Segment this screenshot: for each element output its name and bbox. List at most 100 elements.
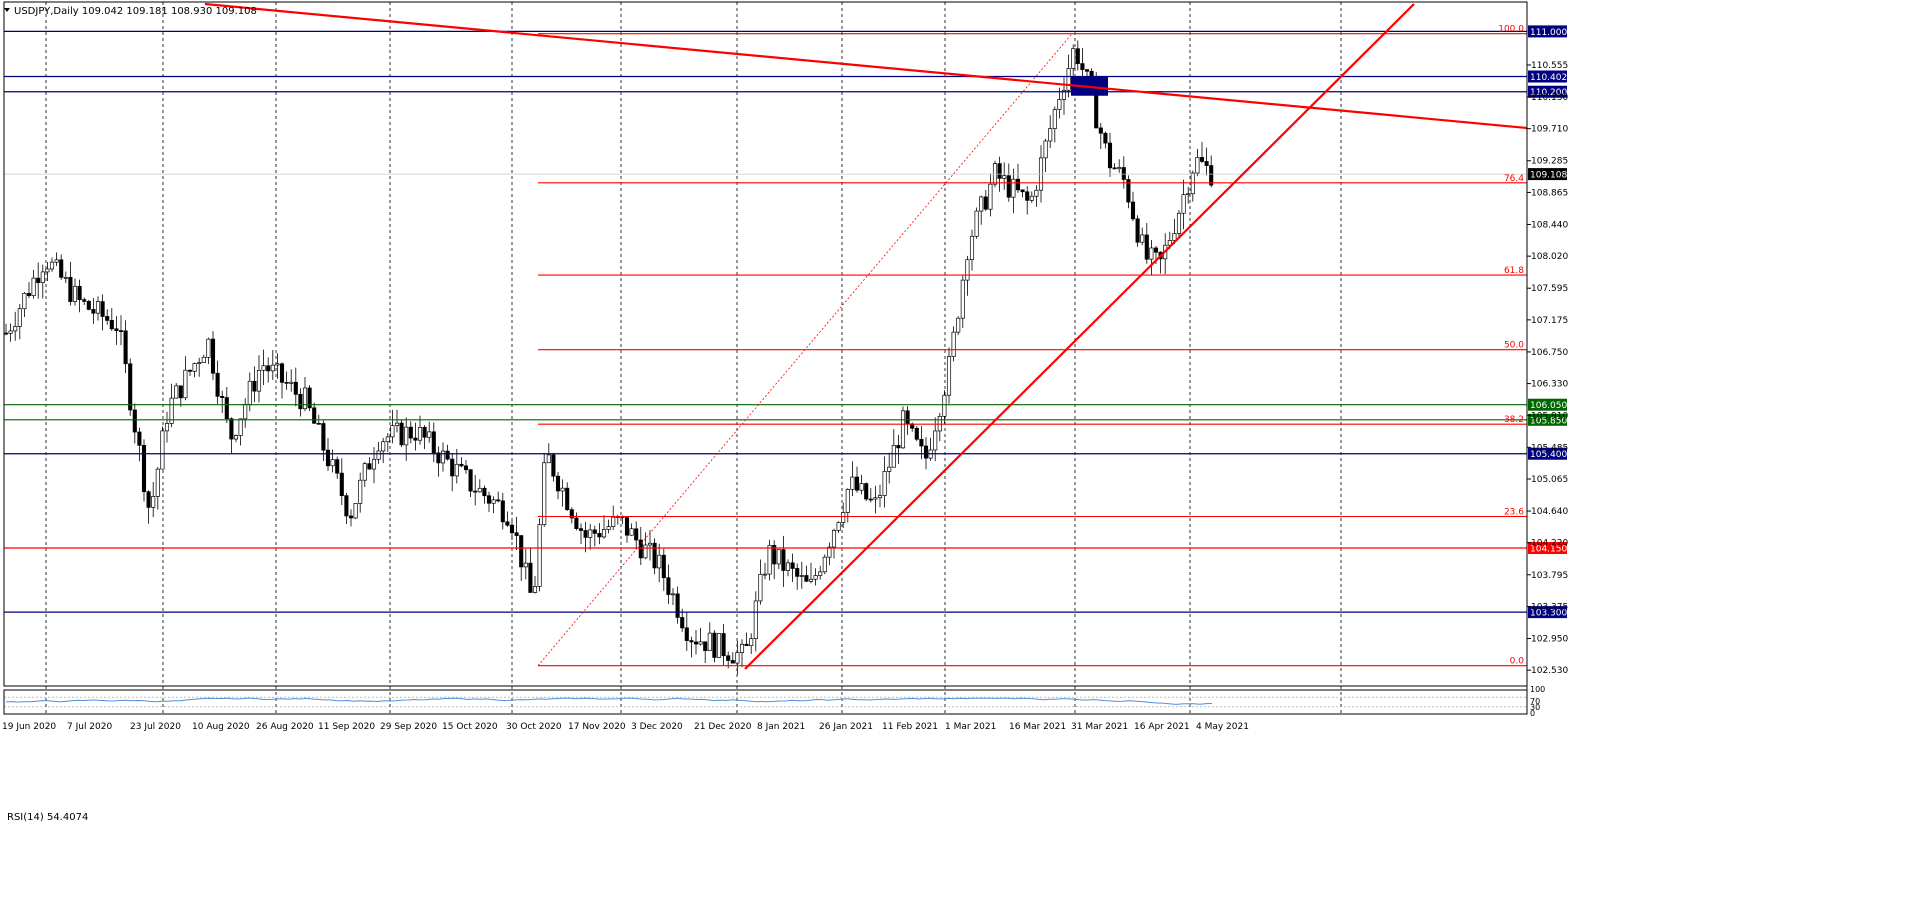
- candle-body: [1043, 140, 1048, 159]
- price-tick-label: 105.910: [1531, 411, 1568, 421]
- candle-body: [753, 600, 758, 639]
- trendlines[interactable]: [204, 2, 1528, 670]
- candle-body: [914, 427, 919, 440]
- candle-body: [744, 643, 749, 646]
- level-price-label: 105.400: [1530, 450, 1567, 460]
- candle-body: [1186, 193, 1191, 196]
- candle-body: [716, 633, 722, 658]
- candle-body: [1075, 48, 1080, 64]
- candle-body: [896, 445, 901, 449]
- date-tick-label: 3 Dec 2020: [631, 722, 683, 732]
- candle-body: [187, 369, 193, 372]
- candle-body: [1153, 247, 1159, 253]
- candle-body: [1061, 89, 1067, 100]
- price-tick-label: 106.750: [1531, 348, 1568, 358]
- level-price-badge: [1528, 85, 1567, 98]
- fib-baseline: [537, 33, 1073, 666]
- candle-body: [49, 261, 55, 270]
- date-tick-label: 21 Dec 2020: [694, 722, 752, 732]
- price-tick-label: 102.530: [1531, 666, 1568, 676]
- price-tick-label: 110.555: [1531, 61, 1568, 71]
- candle-body: [95, 301, 101, 314]
- candle-body: [523, 562, 528, 568]
- current-price-badge: [1528, 168, 1567, 181]
- candle-body: [385, 436, 390, 443]
- candle-body: [247, 380, 252, 405]
- price-tick-label: 110.130: [1531, 93, 1568, 103]
- candle-body: [1084, 69, 1090, 72]
- candle-body: [818, 571, 823, 576]
- candle-body: [919, 438, 924, 447]
- date-tick-label: 26 Aug 2020: [256, 722, 314, 732]
- candle-body: [344, 495, 349, 517]
- candle-body: [210, 338, 216, 374]
- candle-body: [836, 522, 841, 531]
- candle-body: [960, 279, 965, 319]
- ascending-trendline[interactable]: [744, 3, 1415, 670]
- candle-body: [900, 410, 906, 449]
- candle-body: [1098, 127, 1103, 134]
- price-tick-label: 102.950: [1531, 634, 1568, 644]
- candle-body: [827, 546, 832, 558]
- candle-body: [270, 364, 275, 372]
- fibonacci-retracement[interactable]: 100.0 76.4 61.8 50.0 38.2 23.6 0.0: [537, 25, 1527, 667]
- chevron-down-icon[interactable]: [4, 8, 10, 12]
- candle-body: [1029, 195, 1034, 201]
- date-tick-label: 16 Apr 2021: [1134, 722, 1190, 732]
- candle-body: [17, 308, 22, 327]
- candle-body: [486, 495, 492, 504]
- candle-body: [427, 431, 432, 438]
- candle-body: [371, 458, 377, 470]
- candle-body: [477, 487, 482, 493]
- candle-body: [348, 515, 354, 519]
- candle-body: [229, 418, 234, 440]
- candle-body: [1057, 99, 1062, 110]
- date-tick-label: 8 Jan 2021: [757, 722, 805, 732]
- candle-body: [808, 578, 814, 582]
- candle-body: [321, 423, 326, 451]
- candle-body: [1011, 178, 1016, 198]
- level-price-badge: [1528, 447, 1567, 460]
- candle-body: [873, 497, 878, 500]
- candle-body: [799, 575, 804, 577]
- level-price-badge: [1528, 541, 1567, 554]
- candle-body: [1103, 132, 1108, 144]
- candle-body: [164, 423, 170, 432]
- candle-body: [1048, 128, 1053, 142]
- candle-body: [629, 528, 634, 536]
- candle-body: [583, 530, 588, 538]
- candle-body: [353, 503, 358, 519]
- candle-body: [8, 330, 13, 334]
- level-price-badge: [1528, 606, 1567, 619]
- descending-trendline[interactable]: [204, 2, 1528, 130]
- candle-body: [261, 365, 266, 371]
- candle-body: [652, 542, 657, 569]
- candle-body: [137, 431, 142, 446]
- candle-body: [785, 562, 791, 571]
- candle-body: [238, 418, 243, 436]
- price-axis: 110.555 110.130 109.710 109.285 108.865 108.4…: [3, 1, 1568, 715]
- candle-body: [1195, 157, 1200, 174]
- candle-body: [1130, 201, 1136, 220]
- candle-body: [528, 562, 533, 593]
- candle-body: [749, 638, 754, 646]
- candle-body: [454, 463, 459, 477]
- candle-body: [100, 301, 105, 317]
- candle-body: [877, 495, 883, 499]
- candle-body: [693, 641, 699, 645]
- horizontal-levels[interactable]: 111.000 110.402 110.200 106.050 105.850 105.4…: [4, 25, 1567, 619]
- candle-body: [868, 498, 873, 501]
- candle-body: [3, 332, 9, 335]
- candle-body: [330, 459, 335, 467]
- candle-body: [289, 381, 294, 384]
- candle-body: [215, 372, 220, 397]
- price-tick-label: 109.285: [1531, 157, 1568, 167]
- candle-body: [675, 593, 680, 618]
- candle-body: [450, 458, 455, 477]
- candle-body: [31, 277, 36, 296]
- candle-body: [151, 496, 156, 508]
- candle-body: [445, 450, 450, 460]
